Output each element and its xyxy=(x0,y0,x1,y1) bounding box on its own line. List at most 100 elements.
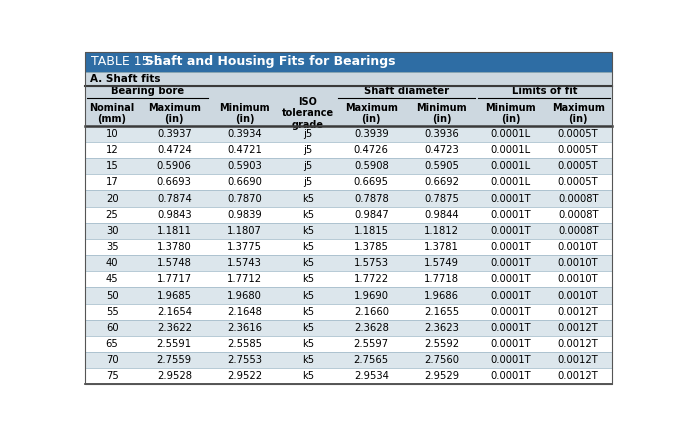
Text: 1.7722: 1.7722 xyxy=(354,274,389,284)
Text: 2.1648: 2.1648 xyxy=(227,307,262,317)
Text: 10: 10 xyxy=(106,129,118,139)
Text: k5: k5 xyxy=(302,194,314,203)
Text: k5: k5 xyxy=(302,307,314,317)
Text: 1.1815: 1.1815 xyxy=(354,226,389,236)
Text: Limits of fit: Limits of fit xyxy=(511,86,577,96)
Text: 1.3781: 1.3781 xyxy=(424,242,459,252)
Text: 40: 40 xyxy=(106,258,118,268)
Text: 25: 25 xyxy=(105,210,118,220)
Text: 0.0001T: 0.0001T xyxy=(490,242,530,252)
Text: j5: j5 xyxy=(303,129,313,139)
Text: 1.7718: 1.7718 xyxy=(424,274,459,284)
Text: 1.1807: 1.1807 xyxy=(227,226,262,236)
Text: 0.5906: 0.5906 xyxy=(157,161,192,171)
Text: Minimum
(in): Minimum (in) xyxy=(416,103,466,124)
Text: 0.0001T: 0.0001T xyxy=(490,372,530,381)
Text: 1.5753: 1.5753 xyxy=(354,258,389,268)
Text: TABLE 15-5: TABLE 15-5 xyxy=(91,55,163,68)
Text: j5: j5 xyxy=(303,161,313,171)
Text: k5: k5 xyxy=(302,274,314,284)
Text: 0.0001T: 0.0001T xyxy=(490,355,530,365)
Bar xyxy=(85,206,612,223)
Text: 0.6695: 0.6695 xyxy=(354,178,389,187)
Text: 0.4726: 0.4726 xyxy=(354,145,389,155)
Text: 20: 20 xyxy=(106,194,118,203)
Bar xyxy=(85,158,612,174)
Bar xyxy=(85,72,612,86)
Text: 75: 75 xyxy=(105,372,118,381)
Text: 60: 60 xyxy=(106,323,118,333)
Text: A. Shaft fits: A. Shaft fits xyxy=(90,74,160,84)
Text: 0.0001L: 0.0001L xyxy=(490,178,530,187)
Text: 0.9839: 0.9839 xyxy=(227,210,262,220)
Text: 0.0005T: 0.0005T xyxy=(558,161,598,171)
Bar xyxy=(85,271,612,287)
Bar xyxy=(85,287,612,304)
Text: 70: 70 xyxy=(106,355,118,365)
Text: j5: j5 xyxy=(303,145,313,155)
Text: 1.9680: 1.9680 xyxy=(227,291,262,301)
Text: 0.0005T: 0.0005T xyxy=(558,178,598,187)
Bar xyxy=(85,126,612,142)
Text: 0.0012T: 0.0012T xyxy=(558,307,598,317)
Text: 0.0012T: 0.0012T xyxy=(558,323,598,333)
Text: 50: 50 xyxy=(106,291,118,301)
Text: 45: 45 xyxy=(106,274,118,284)
Text: 2.3622: 2.3622 xyxy=(157,323,192,333)
Text: 12: 12 xyxy=(105,145,118,155)
Text: 0.0001L: 0.0001L xyxy=(490,161,530,171)
Text: 2.5592: 2.5592 xyxy=(424,339,459,349)
Text: 0.0001T: 0.0001T xyxy=(490,194,530,203)
Text: 35: 35 xyxy=(106,242,118,252)
Bar xyxy=(85,52,612,72)
Text: 0.6693: 0.6693 xyxy=(157,178,192,187)
Bar xyxy=(85,101,612,126)
Bar xyxy=(85,239,612,255)
Bar xyxy=(85,320,612,336)
Bar xyxy=(85,86,612,101)
Text: 0.7875: 0.7875 xyxy=(424,194,459,203)
Text: Nominal
(mm): Nominal (mm) xyxy=(90,103,135,124)
Text: 1.3780: 1.3780 xyxy=(157,242,192,252)
Text: 15: 15 xyxy=(105,161,118,171)
Bar xyxy=(85,255,612,271)
Text: 0.5903: 0.5903 xyxy=(227,161,262,171)
Text: 0.6690: 0.6690 xyxy=(227,178,262,187)
Text: 0.5905: 0.5905 xyxy=(424,161,459,171)
Text: 0.0012T: 0.0012T xyxy=(558,355,598,365)
Text: 0.4721: 0.4721 xyxy=(227,145,262,155)
Text: 1.9690: 1.9690 xyxy=(354,291,389,301)
Text: 17: 17 xyxy=(105,178,118,187)
Bar xyxy=(85,368,612,384)
Text: 0.0001T: 0.0001T xyxy=(490,323,530,333)
Text: k5: k5 xyxy=(302,291,314,301)
Text: 0.0008T: 0.0008T xyxy=(558,210,598,220)
Text: Shaft and Housing Fits for Bearings: Shaft and Housing Fits for Bearings xyxy=(136,55,396,68)
Text: 2.9522: 2.9522 xyxy=(227,372,262,381)
Text: 0.9844: 0.9844 xyxy=(424,210,459,220)
Text: 0.0008T: 0.0008T xyxy=(558,194,598,203)
Text: 0.5908: 0.5908 xyxy=(354,161,389,171)
Text: 2.5591: 2.5591 xyxy=(156,339,192,349)
Text: Maximum
(in): Maximum (in) xyxy=(148,103,201,124)
Text: 0.7874: 0.7874 xyxy=(157,194,192,203)
Text: 1.5749: 1.5749 xyxy=(424,258,459,268)
Text: Minimum
(in): Minimum (in) xyxy=(219,103,270,124)
Bar xyxy=(85,336,612,352)
Text: ISO
tolerance
grade: ISO tolerance grade xyxy=(282,97,334,130)
Text: 1.1811: 1.1811 xyxy=(157,226,192,236)
Text: 0.3937: 0.3937 xyxy=(157,129,192,139)
Text: 0.0001T: 0.0001T xyxy=(490,291,530,301)
Text: 65: 65 xyxy=(105,339,118,349)
Text: 0.0001T: 0.0001T xyxy=(490,307,530,317)
Text: Minimum
(in): Minimum (in) xyxy=(485,103,536,124)
Text: 0.0010T: 0.0010T xyxy=(558,242,598,252)
Text: 2.1654: 2.1654 xyxy=(157,307,192,317)
Text: 2.3616: 2.3616 xyxy=(227,323,262,333)
Bar xyxy=(85,191,612,206)
Text: k5: k5 xyxy=(302,355,314,365)
Text: k5: k5 xyxy=(302,323,314,333)
Text: 0.0001T: 0.0001T xyxy=(490,226,530,236)
Text: Maximum
(in): Maximum (in) xyxy=(551,103,605,124)
Text: k5: k5 xyxy=(302,226,314,236)
